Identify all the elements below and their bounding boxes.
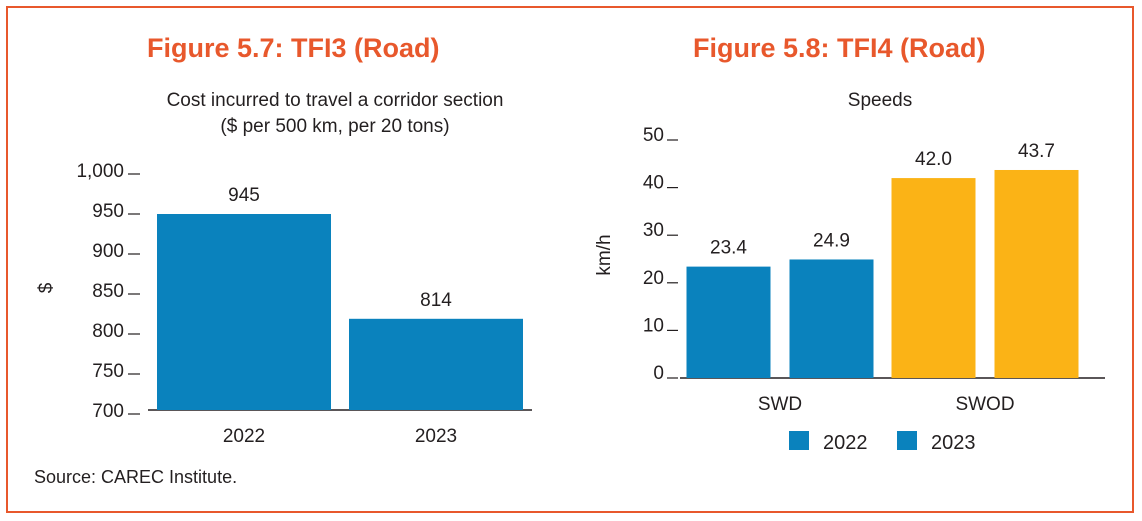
data-label: 945 <box>228 185 260 206</box>
y-tick-label: 750 <box>92 361 124 382</box>
bar-SWOD-2022 <box>891 178 976 378</box>
y-tick-label: 20 <box>643 268 664 289</box>
y-axis-label: km/h <box>594 234 615 275</box>
legend-swatch <box>789 431 809 450</box>
y-tick-label: 0 <box>653 363 664 384</box>
bar-SWD-2023 <box>789 259 874 378</box>
y-tick-label: 40 <box>643 173 664 194</box>
data-label: 43.7 <box>1018 141 1055 162</box>
chart1-subtitle: ($ per 500 km, per 20 tons) <box>220 116 450 137</box>
x-tick-label: 2023 <box>415 426 457 447</box>
data-label: 814 <box>420 290 452 311</box>
figure-5-8-title: Figure 5.8: TFI4 (Road) <box>693 33 986 63</box>
legend-swatch <box>897 431 917 450</box>
x-tick-label: SWOD <box>955 394 1014 415</box>
chart1-title: Cost incurred to travel a corridor secti… <box>166 90 504 111</box>
chart2-title: Speeds <box>847 90 913 111</box>
bar-2023 <box>349 318 523 410</box>
data-label: 24.9 <box>813 230 850 251</box>
y-tick-label: 10 <box>643 315 664 336</box>
figure-frame <box>6 6 1134 513</box>
x-tick-label: SWD <box>758 394 802 415</box>
bar-SWOD-2023 <box>994 169 1079 378</box>
y-tick-label: 800 <box>92 321 124 342</box>
legend-label: 2023 <box>931 432 976 454</box>
y-tick-label: 1,000 <box>76 161 124 182</box>
bar-2022 <box>157 214 331 410</box>
legend-label: 2022 <box>823 432 868 454</box>
y-tick-label: 850 <box>92 281 124 302</box>
bar-SWD-2022 <box>686 266 771 378</box>
chart-speeds: 0 10 20 30 40 50 km/h 23.4 24.9 SWD 42.0 43.7 SWOD 20… <box>594 125 1105 454</box>
y-tick-label: 900 <box>92 241 124 262</box>
source-note: Source: CAREC Institute. <box>34 467 238 487</box>
data-label: 42.0 <box>915 149 952 170</box>
y-axis-label: $ <box>36 282 57 293</box>
y-tick-label: 700 <box>92 401 124 422</box>
x-tick-label: 2022 <box>223 426 265 447</box>
y-tick-label: 950 <box>92 201 124 222</box>
chart-cost: 700 750 800 850 900 950 1,000 $945 2022 814 2023 <box>36 161 532 447</box>
y-tick-label: 30 <box>643 220 664 241</box>
figure-5-7-title: Figure 5.7: TFI3 (Road) <box>147 33 440 63</box>
y-tick-label: 50 <box>643 125 664 146</box>
data-label: 23.4 <box>710 238 747 259</box>
